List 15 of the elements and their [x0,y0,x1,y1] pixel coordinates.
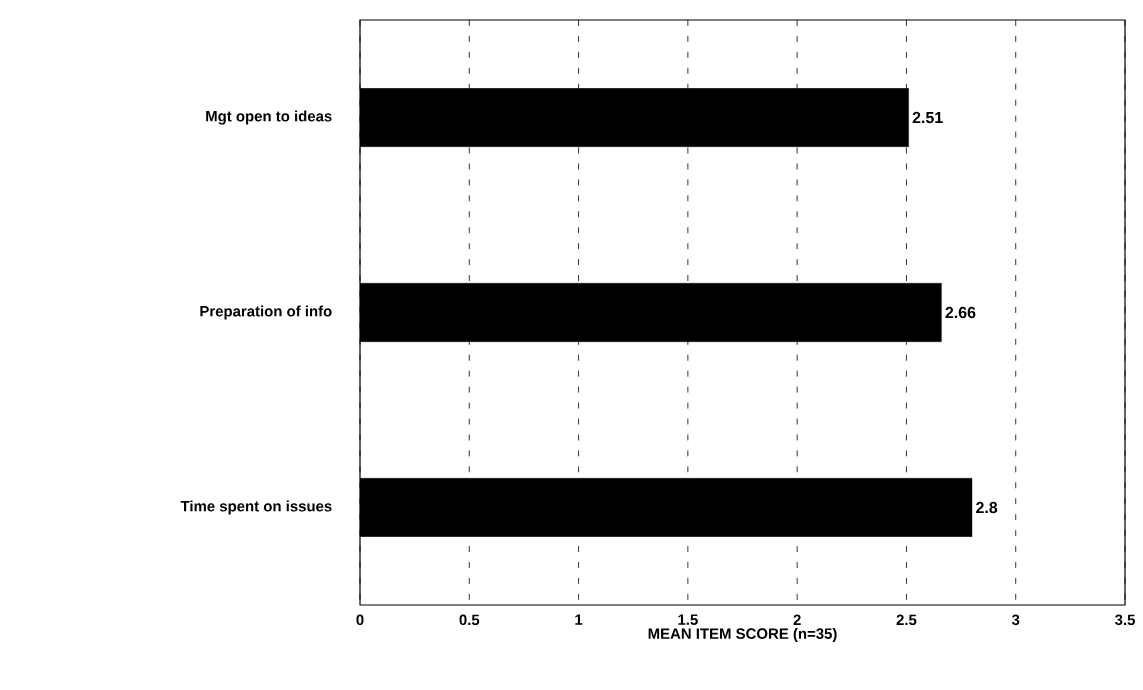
y-tick-label: Time spent on issues [180,500,332,515]
x-tick-label: 1 [575,614,583,625]
y-tick-label: Mgt open to ideas [206,110,332,125]
x-tick-label: 0 [356,614,364,626]
x-axis-title: MEAN ITEM SCORE (n=35) [648,627,837,642]
y-tick-label: Preparation of info [200,305,332,320]
x-tick-label: 1.5 [678,614,698,625]
x-tick-label: 3.5 [1114,614,1135,626]
x-tick-label: 0.5 [459,614,480,626]
data-label: 2.8 [976,501,998,514]
data-label: 2.51 [912,111,943,124]
data-label: 2.66 [945,306,976,319]
x-tick-label: 2.5 [896,614,917,626]
x-tick-label: 3 [1011,614,1020,626]
x-tick-label: 2 [793,614,801,625]
